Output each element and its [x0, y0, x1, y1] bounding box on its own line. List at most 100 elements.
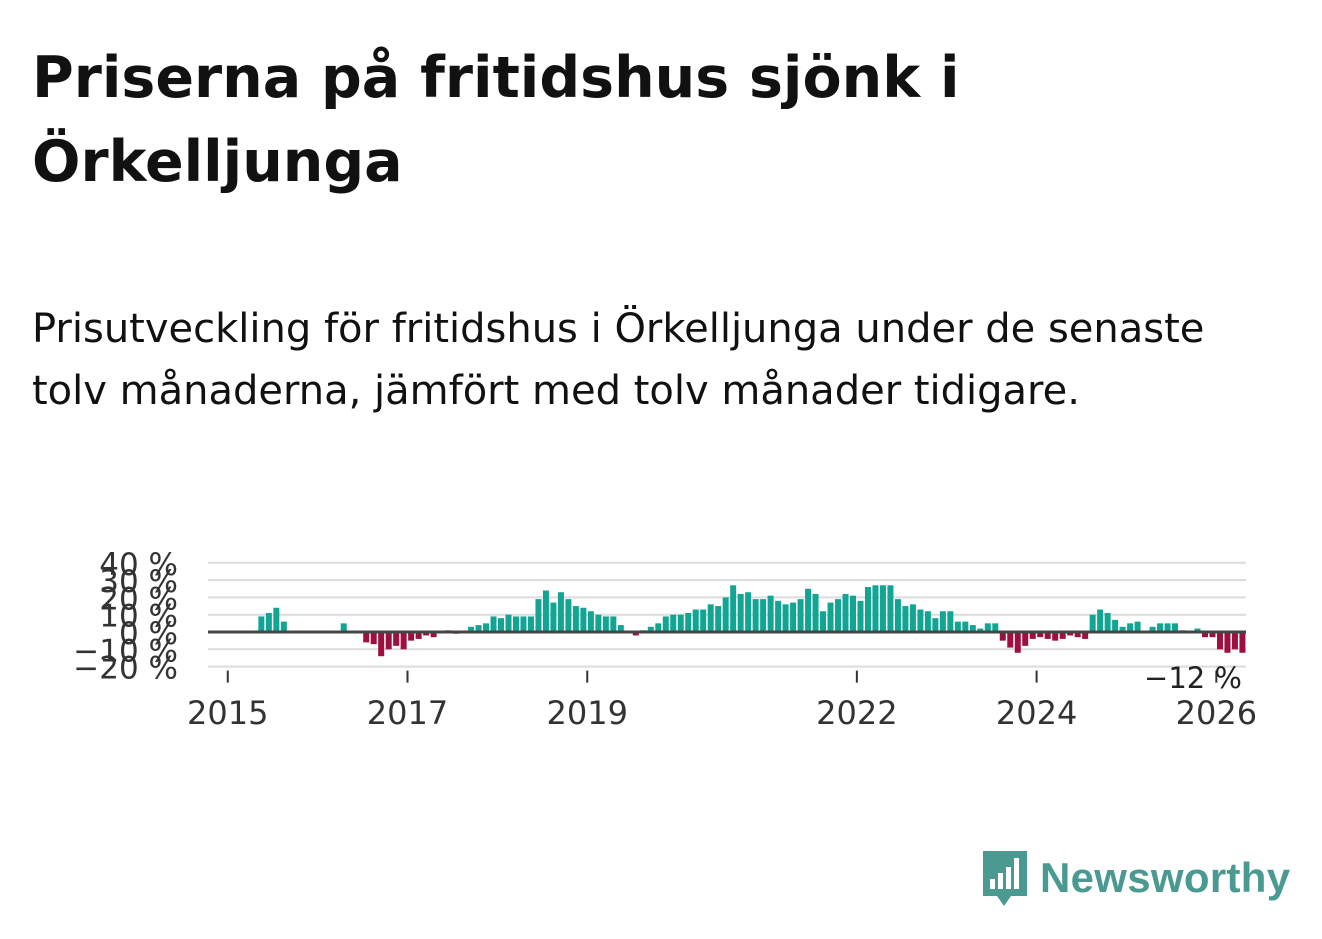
bar [1067, 632, 1074, 636]
y-tick-label: −20 % [73, 651, 178, 687]
bar [969, 625, 976, 632]
bar [902, 606, 909, 632]
bars [258, 585, 1246, 657]
bar [490, 616, 497, 632]
bar [917, 609, 924, 632]
bar [595, 614, 602, 632]
bar [745, 592, 752, 632]
bar [1216, 632, 1223, 650]
bar [542, 590, 549, 632]
bar [1127, 623, 1134, 632]
bar [820, 611, 827, 632]
bar [647, 626, 654, 632]
bar [1239, 632, 1246, 653]
bar [805, 588, 812, 632]
bar [408, 632, 415, 641]
bar [265, 612, 272, 632]
x-tick-label: 2026 [1176, 694, 1257, 730]
bar [655, 623, 662, 632]
bar [363, 632, 370, 643]
bar [797, 599, 804, 632]
bar [879, 585, 886, 632]
bar [498, 618, 505, 632]
bar [475, 625, 482, 632]
y-tick-label: 20 % [99, 581, 178, 617]
bar [385, 632, 392, 650]
bar [1164, 623, 1171, 632]
bar [617, 625, 624, 632]
bar [1134, 621, 1141, 632]
bar [924, 611, 931, 632]
bar [954, 621, 961, 632]
bar [1209, 632, 1216, 638]
bar [1074, 632, 1081, 638]
page-title: Priserna på fritidshus sjönk i Örkelljun… [32, 45, 960, 195]
bar [1224, 632, 1231, 653]
bar [393, 632, 400, 646]
bar [662, 616, 669, 632]
bar [273, 607, 280, 632]
y-tick-label: 0 % [119, 616, 178, 652]
bar [505, 614, 512, 632]
bar [400, 632, 407, 650]
bar [1052, 632, 1059, 641]
bar [572, 606, 579, 632]
x-tick-label: 2022 [816, 694, 897, 730]
bar [1104, 612, 1111, 632]
bar [378, 632, 385, 657]
bar [737, 593, 744, 632]
bar [1201, 632, 1208, 638]
bar [1022, 632, 1029, 646]
last-value-label: −12 % [1144, 661, 1242, 695]
bar [707, 604, 714, 632]
bar [775, 600, 782, 632]
bar [1044, 632, 1051, 639]
bar [1119, 626, 1126, 632]
bar [790, 602, 797, 632]
bar [610, 616, 617, 632]
y-tick-label: 40 % [99, 547, 178, 583]
bar [602, 616, 609, 632]
bar [1007, 632, 1014, 648]
bar [1231, 632, 1238, 650]
x-tick-label: 2024 [996, 694, 1077, 730]
bar [835, 599, 842, 632]
bar [685, 612, 692, 632]
bar [1112, 619, 1119, 632]
bar [1157, 623, 1164, 632]
x-tick-label: 2015 [187, 694, 268, 730]
bar [1149, 626, 1156, 632]
bar [535, 599, 542, 632]
bar [587, 611, 594, 632]
bar [939, 611, 946, 632]
bar [1014, 632, 1021, 653]
bar-chart-speech-bubble-icon [983, 851, 1027, 906]
bar [1194, 628, 1201, 632]
bar [977, 628, 984, 632]
bar [894, 599, 901, 632]
bar [1172, 623, 1179, 632]
bar [340, 623, 347, 632]
bar [992, 623, 999, 632]
bar [692, 609, 699, 632]
bar [580, 607, 587, 632]
chart-subtitle: Prisutveckling för fritidshus i Örkellju… [32, 306, 1205, 414]
bar [423, 632, 430, 636]
bar [722, 597, 729, 632]
bar [527, 616, 534, 632]
x-tick-label: 2019 [547, 694, 628, 730]
bar [520, 616, 527, 632]
bar [632, 632, 639, 636]
x-tick-label: 2017 [367, 694, 448, 730]
bar [1082, 632, 1089, 639]
bar [1089, 614, 1096, 632]
bar [864, 587, 871, 632]
bar [857, 600, 864, 632]
bar [887, 585, 894, 632]
bar [760, 599, 767, 632]
bar [1029, 632, 1036, 639]
bar [550, 602, 557, 632]
bar [752, 599, 759, 632]
bar [812, 593, 819, 632]
bar [730, 585, 737, 632]
